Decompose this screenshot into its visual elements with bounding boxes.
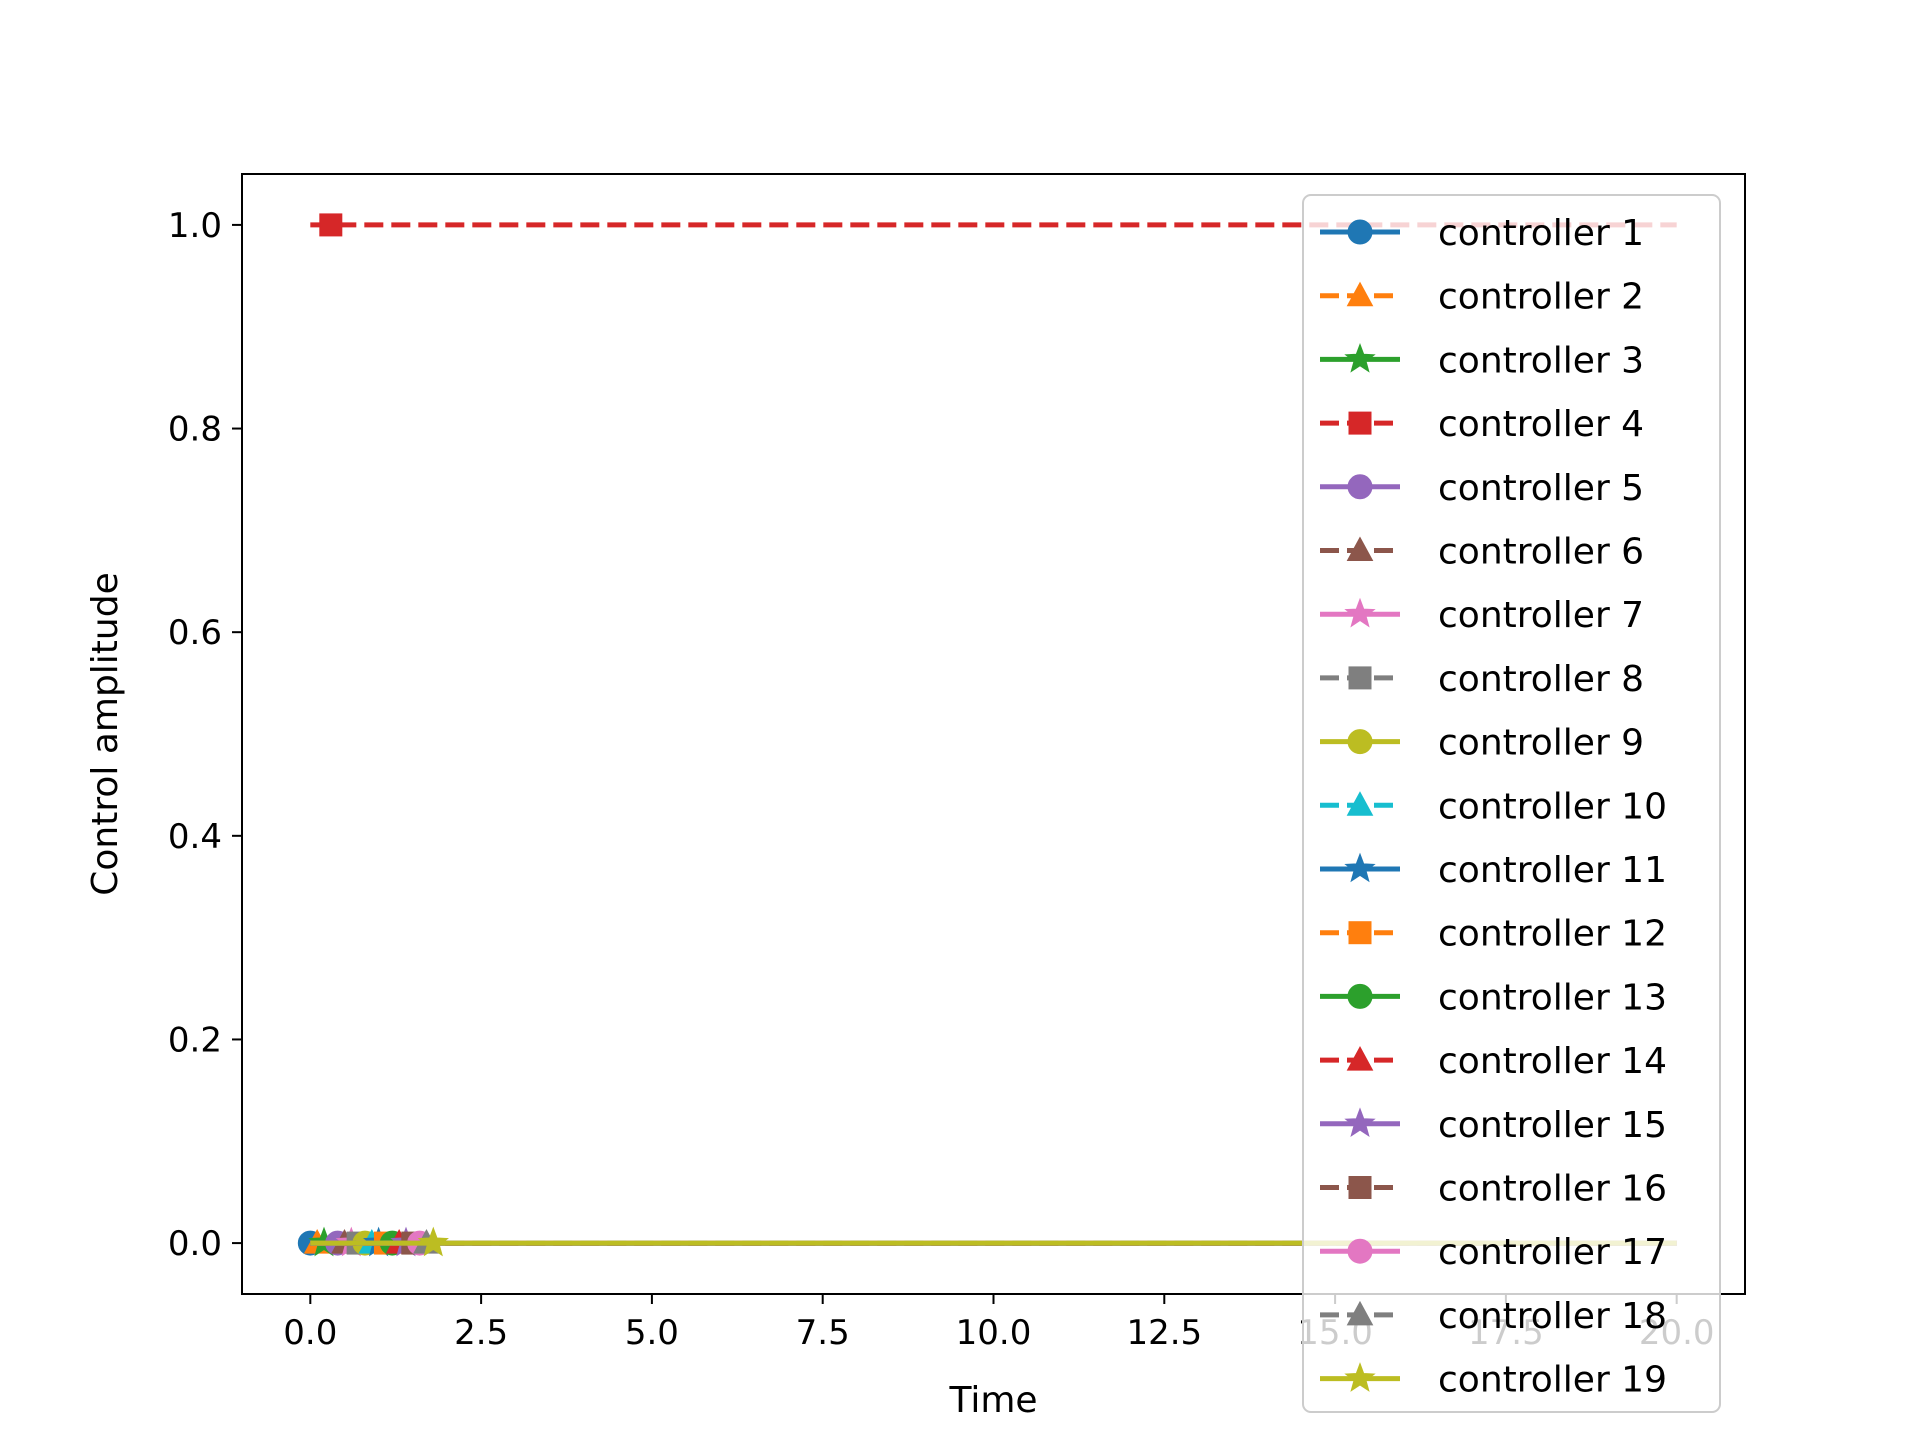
legend-label: controller 2 [1438,277,1644,318]
legend-label: controller 9 [1438,723,1644,764]
y-tick-label: 0.2 [168,1020,222,1060]
y-tick-label: 0.0 [168,1224,222,1264]
legend-entry-4: controller 4 [1320,404,1644,445]
legend-marker [1344,597,1376,628]
legend-entry-15: controller 15 [1320,1105,1667,1146]
legend-marker [1348,411,1372,435]
legend-marker [1347,983,1373,1009]
legend-label: controller 19 [1438,1360,1667,1401]
legend-entry-17: controller 17 [1320,1232,1667,1273]
legend-marker [1347,474,1373,500]
x-tick-label: 5.0 [625,1313,679,1353]
legend-marker [1347,729,1373,755]
legend: controller 1 controller 2 controller 3 cont… [1302,194,1721,1413]
legend-label: controller 17 [1438,1232,1667,1273]
legend-entry-7: controller 7 [1320,595,1644,636]
legend-label: controller 16 [1438,1169,1667,1210]
legend-label: controller 12 [1438,914,1667,955]
legend-entry-14: controller 14 [1320,1041,1667,1082]
legend-entry-13: controller 13 [1320,977,1667,1018]
legend-label: controller 7 [1438,595,1644,636]
x-tick-label: 12.5 [1126,1313,1202,1353]
legend-label: controller 13 [1438,977,1667,1018]
legend-label: controller 10 [1438,786,1667,827]
legend-entry-9: controller 9 [1320,723,1644,764]
legend-marker [1344,1107,1376,1138]
legend-label: controller 11 [1438,850,1667,891]
legend-entry-16: controller 16 [1320,1169,1667,1210]
legend-entry-19: controller 19 [1320,1360,1667,1401]
legend-marker [1348,666,1372,690]
x-tick-label: 0.0 [283,1313,337,1353]
x-tick-label: 2.5 [454,1313,508,1353]
legend-marker [1344,852,1376,883]
legend-marker [1348,921,1372,945]
legend-box [1302,194,1721,1413]
legend-entry-1: controller 1 [1320,213,1644,254]
legend-marker [1347,219,1373,245]
legend-label: controller 6 [1438,532,1644,573]
y-tick-label: 0.6 [168,613,222,653]
y-axis-label: Control amplitude [85,572,126,896]
legend-entry-8: controller 8 [1320,659,1644,700]
legend-label: controller 4 [1438,404,1644,445]
legend-marker [1346,536,1374,561]
legend-entry-18: controller 18 [1320,1296,1667,1337]
y-tick-label: 0.4 [168,817,222,857]
legend-marker [1347,1238,1373,1264]
legend-label: controller 15 [1438,1105,1667,1146]
series-19-marker-1 [417,1226,449,1257]
y-tick-label: 1.0 [168,206,222,246]
series-4-marker-1 [319,213,343,237]
legend-entry-10: controller 10 [1320,786,1667,827]
legend-entry-5: controller 5 [1320,468,1644,509]
legend-entry-11: controller 11 [1320,850,1667,891]
x-axis-label: Time [948,1380,1037,1421]
legend-marker [1346,281,1374,307]
legend-entry-6: controller 6 [1320,532,1644,573]
legend-marker [1346,791,1374,816]
legend-entry-2: controller 2 [1320,277,1644,318]
legend-label: controller 5 [1438,468,1644,509]
x-tick-label: 10.0 [956,1313,1032,1353]
legend-marker [1344,342,1376,373]
legend-label: controller 14 [1438,1041,1667,1082]
legend-entry-3: controller 3 [1320,340,1644,381]
legend-entry-12: controller 12 [1320,914,1667,955]
legend-marker [1346,1300,1374,1326]
legend-marker [1346,1046,1374,1071]
legend-label: controller 3 [1438,340,1644,381]
legend-label: controller 18 [1438,1296,1667,1337]
x-tick-label: 7.5 [796,1313,850,1353]
y-tick-label: 0.8 [168,410,222,450]
legend-marker [1348,1176,1372,1199]
legend-label: controller 1 [1438,213,1644,254]
legend-label: controller 8 [1438,659,1644,700]
legend-marker [1344,1362,1376,1392]
